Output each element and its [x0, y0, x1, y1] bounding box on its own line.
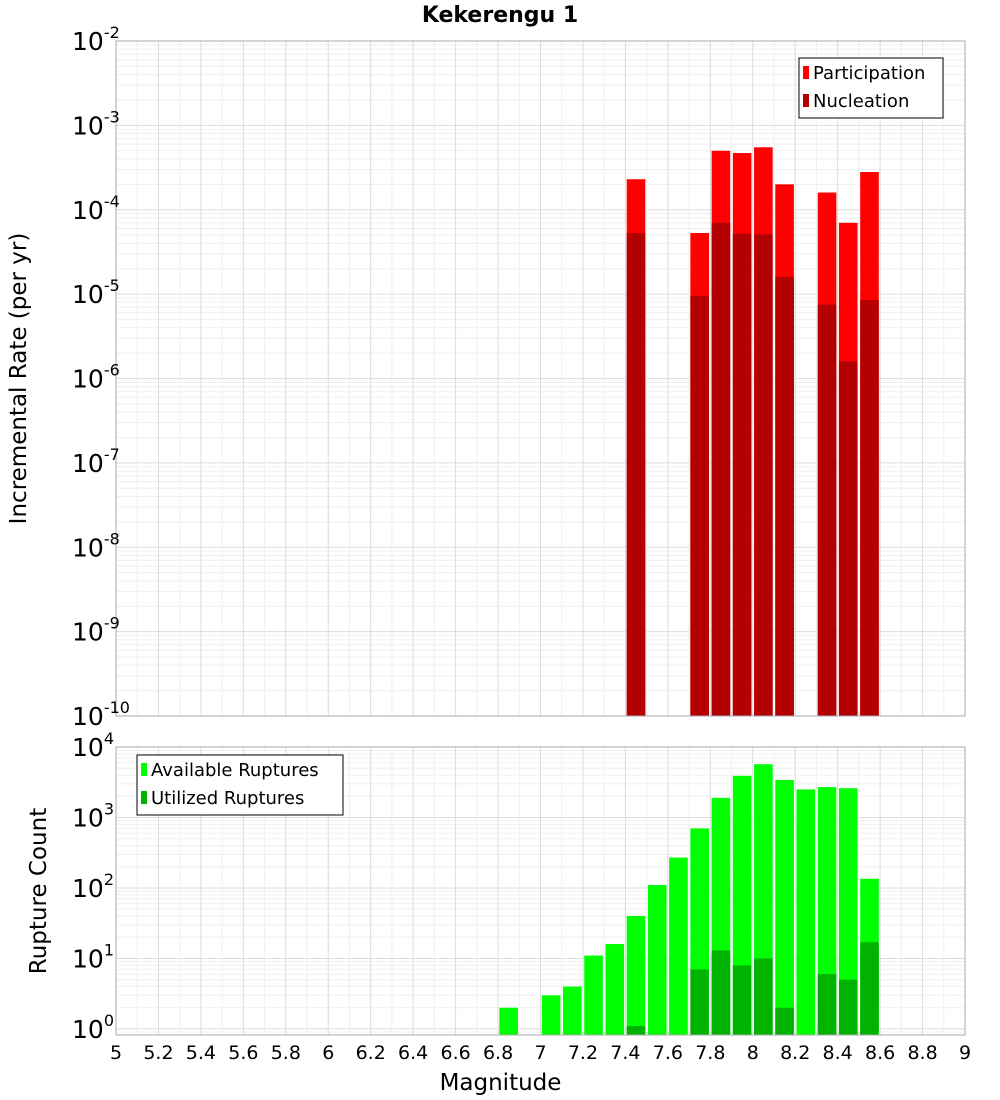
x-tick-label: 8 [747, 1042, 759, 1064]
y-tick-labels: 10-10 10-9 10-8 10-7 10-6 10-5 10-4 10-3 10-2 [72, 23, 130, 731]
bars [626, 147, 879, 717]
bar-utilized-ruptures [626, 1026, 646, 1035]
x-tick-label: 8.6 [865, 1042, 895, 1064]
legend-label: Nucleation [813, 91, 909, 112]
x-tick-label: 7.2 [568, 1042, 598, 1064]
x-tick-label: 6.8 [483, 1042, 513, 1064]
x-tick-label: 6 [322, 1042, 334, 1064]
bar-available-ruptures [605, 944, 625, 1035]
bar-utilized-ruptures [860, 942, 879, 1035]
y-tick-label: 100 [72, 1011, 114, 1044]
bar-utilized-ruptures [838, 979, 858, 1035]
bar-available-ruptures [563, 986, 582, 1035]
x-tick-label: 9 [959, 1042, 971, 1064]
legend-label: Participation [813, 63, 925, 84]
x-tick-label: 7.8 [695, 1042, 725, 1064]
bar-available-ruptures [499, 1007, 518, 1035]
bar-available-ruptures [626, 916, 646, 1035]
y-tick-label: 10-2 [72, 23, 120, 56]
bar-utilized-ruptures [711, 950, 731, 1035]
bar-available-ruptures [796, 789, 816, 1035]
y-tick-label: 10-10 [72, 698, 130, 731]
bar-available-ruptures [838, 788, 858, 1035]
bars [499, 764, 879, 1035]
bar-nucleation [860, 300, 879, 716]
rupture-count-plot: 100 101 102 103 104 Rupture Count 5 5.2 5.4 5.6 5.… [26, 729, 971, 1096]
x-tick-label: 8.2 [780, 1042, 810, 1064]
bar-utilized-ruptures [817, 974, 837, 1035]
legend-swatch [803, 94, 809, 107]
legend-swatch [803, 66, 809, 79]
legend-swatch [141, 791, 147, 804]
bar-available-ruptures [647, 885, 667, 1035]
legend-label: Available Ruptures [151, 760, 319, 781]
legend-label: Utilized Ruptures [151, 788, 304, 809]
bar-utilized-ruptures [754, 958, 773, 1035]
plot-frame [115, 746, 966, 1036]
y-tick-label: 10-7 [72, 445, 120, 478]
y-tick-label: 10-9 [72, 614, 120, 647]
x-tick-label: 8.8 [907, 1042, 937, 1064]
bar-available-ruptures [669, 857, 688, 1035]
grid [115, 40, 966, 717]
x-tick-label: 6.6 [440, 1042, 470, 1064]
x-tick-label: 5.8 [271, 1042, 301, 1064]
bar-nucleation [711, 222, 731, 716]
bar-nucleation [775, 276, 794, 716]
bar-utilized-ruptures [775, 1007, 794, 1035]
y-tick-label: 102 [72, 870, 114, 903]
chart-title: Kekerengu 1 [422, 3, 578, 28]
bar-nucleation [732, 233, 752, 716]
x-tick-label: 5.6 [228, 1042, 258, 1064]
plot-frame [115, 40, 966, 717]
x-axis-label: Magnitude [440, 1070, 562, 1096]
x-tick-label: 5 [110, 1042, 122, 1064]
x-tick-label: 5.4 [186, 1042, 216, 1064]
bar-nucleation [754, 234, 773, 716]
rate-plot: 10-10 10-9 10-8 10-7 10-6 10-5 10-4 10-3 10-2 Inc… [6, 23, 966, 731]
x-tick-label: 6.2 [356, 1042, 386, 1064]
x-tick-label: 7.6 [653, 1042, 683, 1064]
bar-available-ruptures [584, 955, 603, 1035]
y-tick-labels: 100 101 102 103 104 [72, 729, 114, 1044]
bar-nucleation [817, 304, 837, 716]
x-tick-labels: 5 5.2 5.4 5.6 5.8 6 6.2 6.4 6.6 6.8 7 7.2 7.4 7.6 7.8 8… [110, 1042, 971, 1064]
legend-box [798, 57, 944, 119]
bar-nucleation [690, 296, 709, 716]
y-tick-label: 101 [72, 940, 114, 973]
bar-utilized-ruptures [732, 965, 752, 1035]
y-axis-label: Incremental Rate (per yr) [6, 233, 32, 525]
legend: Available Ruptures Utilized Ruptures [136, 754, 344, 816]
x-tick-label: 7 [534, 1042, 546, 1064]
y-tick-label: 103 [72, 799, 114, 832]
bar-available-ruptures [775, 780, 794, 1035]
bar-nucleation [838, 361, 858, 716]
y-tick-label: 10-4 [72, 192, 120, 225]
y-tick-label: 10-5 [72, 276, 120, 309]
x-tick-label: 8.4 [823, 1042, 853, 1064]
bar-utilized-ruptures [690, 969, 709, 1035]
y-axis-label: Rupture Count [26, 808, 52, 974]
x-tick-label: 7.4 [610, 1042, 640, 1064]
legend: Participation Nucleation [798, 57, 944, 119]
x-tick-label: 6.4 [398, 1042, 428, 1064]
bar-available-ruptures [817, 787, 837, 1035]
y-tick-label: 10-3 [72, 107, 120, 140]
y-tick-label: 10-6 [72, 361, 120, 394]
y-tick-label: 10-8 [72, 529, 120, 562]
x-tick-label: 5.2 [143, 1042, 173, 1064]
legend-box [136, 754, 344, 816]
y-tick-label: 104 [72, 729, 114, 762]
legend-swatch [141, 763, 147, 776]
bar-available-ruptures [541, 995, 561, 1035]
bar-nucleation [626, 233, 646, 716]
